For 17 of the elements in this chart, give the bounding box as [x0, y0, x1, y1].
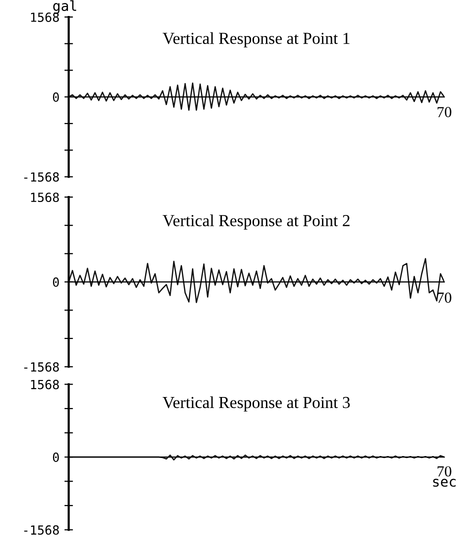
x-axis-title: sec [433, 478, 456, 487]
text: Vertical Response at Point 2 [162, 214, 350, 230]
annotation: 70 [438, 466, 452, 477]
y-tick-label: -1568 [24, 362, 59, 372]
annotation: 70 [438, 292, 452, 303]
annotation: 70 [438, 106, 452, 118]
y-tick-label: 1568 [31, 192, 59, 202]
y-tick-label: 0 [52, 452, 59, 462]
text: Vertical Response at Point 1 [162, 32, 350, 48]
y-tick-label: 0 [52, 92, 59, 102]
y-tick-label: -1568 [24, 172, 59, 182]
y-tick-label: 0 [52, 277, 59, 287]
y-axis-title: gal [53, 0, 76, 14]
y-tick-label: -1568 [24, 525, 59, 535]
y-tick-label: 1568 [31, 380, 59, 390]
y-tick-label: 1568 [31, 12, 59, 22]
text: Vertical Response at Point 3 [162, 396, 350, 412]
